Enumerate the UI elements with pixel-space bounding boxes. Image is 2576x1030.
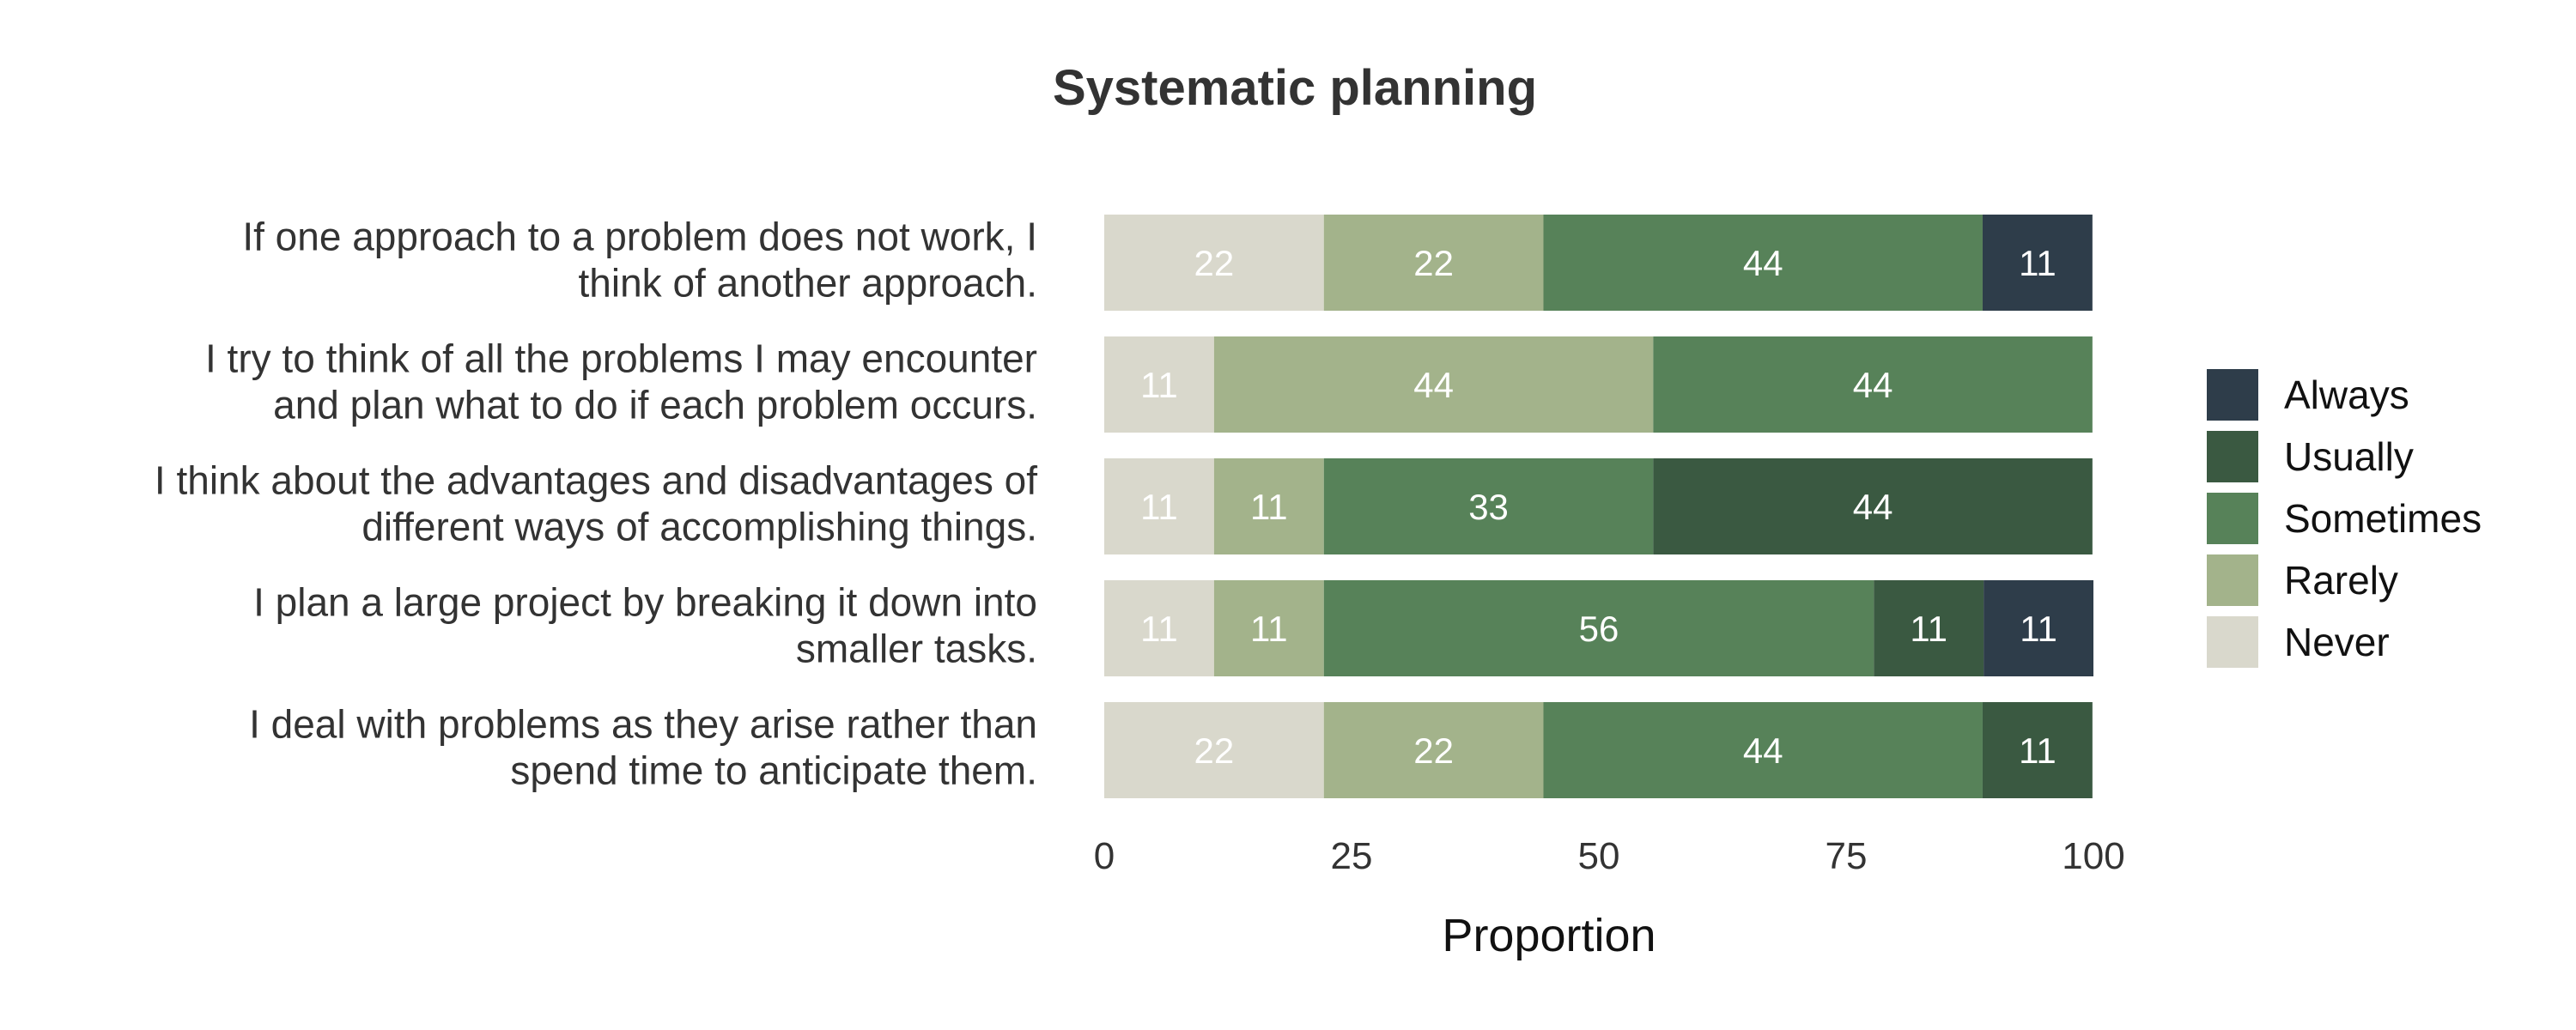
- chart-title: Systematic planning: [1053, 60, 1537, 116]
- category-label-line: If one approach to a problem does not wo…: [242, 214, 1037, 258]
- bar-segment-rarely: [1213, 458, 1324, 554]
- legend-label: Never: [2284, 620, 2390, 664]
- category-label-line: different ways of accomplishing things.: [361, 505, 1037, 549]
- data-label: 22: [1194, 730, 1235, 771]
- category-label-line: I plan a large project by breaking it do…: [253, 579, 1037, 624]
- bar-segment-sometimes: [1543, 702, 1983, 798]
- bar-segment-usually: [1874, 580, 1984, 676]
- x-tick-label: 25: [1331, 835, 1373, 877]
- data-label: 44: [1853, 365, 1893, 405]
- data-label: 22: [1413, 730, 1454, 771]
- bar-segment-sometimes: [1323, 580, 1874, 676]
- data-label: 11: [1250, 487, 1288, 527]
- category-label-line: think of another approach.: [579, 261, 1037, 306]
- legend-swatch-sometimes: [2207, 493, 2258, 544]
- data-label: 11: [1140, 365, 1178, 405]
- category-label: I try to think of all the problems I may…: [205, 336, 1037, 427]
- bar-segment-always: [1982, 215, 2093, 311]
- bar-segment-rarely: [1213, 336, 1654, 433]
- data-label: 11: [2019, 243, 2057, 283]
- legend: Always Usually Sometimes Rarely Never: [2207, 369, 2482, 668]
- legend-label: Usually: [2284, 434, 2414, 479]
- bar-segment-rarely: [1323, 702, 1544, 798]
- bar-segment-usually: [1982, 702, 2093, 798]
- data-label: 56: [1579, 609, 1619, 649]
- category-label: I think about the advantages and disadva…: [155, 457, 1037, 548]
- bar-segment-rarely: [1213, 580, 1324, 676]
- legend-label: Rarely: [2284, 558, 2398, 603]
- data-label: 11: [1140, 609, 1178, 649]
- category-label-line: I deal with problems as they arise rathe…: [249, 701, 1037, 746]
- bar-segment-always: [1984, 580, 2093, 676]
- bar-segment-sometimes: [1653, 336, 2093, 433]
- data-label: 33: [1468, 487, 1509, 527]
- data-label: 44: [1853, 487, 1893, 527]
- bar-segment-never: [1104, 215, 1324, 311]
- bar-segment-never: [1104, 336, 1214, 433]
- legend-swatch-usually: [2207, 431, 2258, 482]
- bar-segment-never: [1104, 458, 1214, 554]
- x-tick-label: 75: [1826, 835, 1868, 877]
- legend-label: Always: [2284, 373, 2409, 417]
- category-label-line: and plan what to do if each problem occu…: [273, 383, 1037, 427]
- x-axis-label: Proportion: [1442, 910, 1656, 961]
- category-label-line: I think about the advantages and disadva…: [155, 457, 1037, 502]
- data-label: 44: [1743, 730, 1783, 771]
- category-label: I deal with problems as they arise rathe…: [249, 701, 1037, 792]
- x-tick-label: 0: [1094, 835, 1115, 877]
- category-label-line: smaller tasks.: [796, 627, 1037, 671]
- data-label: 22: [1413, 243, 1454, 283]
- bar-segment-rarely: [1323, 215, 1544, 311]
- bars: [1104, 215, 2093, 798]
- category-label-line: spend time to anticipate them.: [510, 748, 1037, 793]
- x-tick-label: 50: [1578, 835, 1620, 877]
- bar-segment-sometimes: [1323, 458, 1654, 554]
- bar-segment-never: [1104, 702, 1324, 798]
- data-label: 44: [1743, 243, 1783, 283]
- category-label-line: I try to think of all the problems I may…: [205, 336, 1037, 380]
- data-label: 11: [1140, 487, 1178, 527]
- data-label: 11: [1250, 609, 1288, 649]
- legend-label: Sometimes: [2284, 496, 2482, 541]
- bar-segment-usually: [1653, 458, 2093, 554]
- bar-segment-never: [1104, 580, 1214, 676]
- legend-swatch-always: [2207, 369, 2258, 421]
- legend-swatch-never: [2207, 616, 2258, 668]
- question-labels: If one approach to a problem does not wo…: [155, 214, 1037, 792]
- x-axis-ticks: 0 25 50 75 100: [1094, 835, 2125, 877]
- x-tick-label: 100: [2062, 835, 2124, 877]
- bar-segment-sometimes: [1543, 215, 1983, 311]
- data-label: 11: [2019, 730, 2057, 771]
- category-label: If one approach to a problem does not wo…: [242, 214, 1037, 305]
- data-label: 11: [1910, 609, 1947, 649]
- data-labels: 22 22 44 11 11 44 44 11 11 33 44 11 11 56 11 11 22 22 44 11: [1140, 243, 2057, 771]
- category-label: I plan a large project by breaking it do…: [253, 579, 1037, 670]
- data-label: 44: [1413, 365, 1454, 405]
- data-label: 22: [1194, 243, 1235, 283]
- legend-swatch-rarely: [2207, 554, 2258, 606]
- data-label: 11: [2020, 609, 2057, 649]
